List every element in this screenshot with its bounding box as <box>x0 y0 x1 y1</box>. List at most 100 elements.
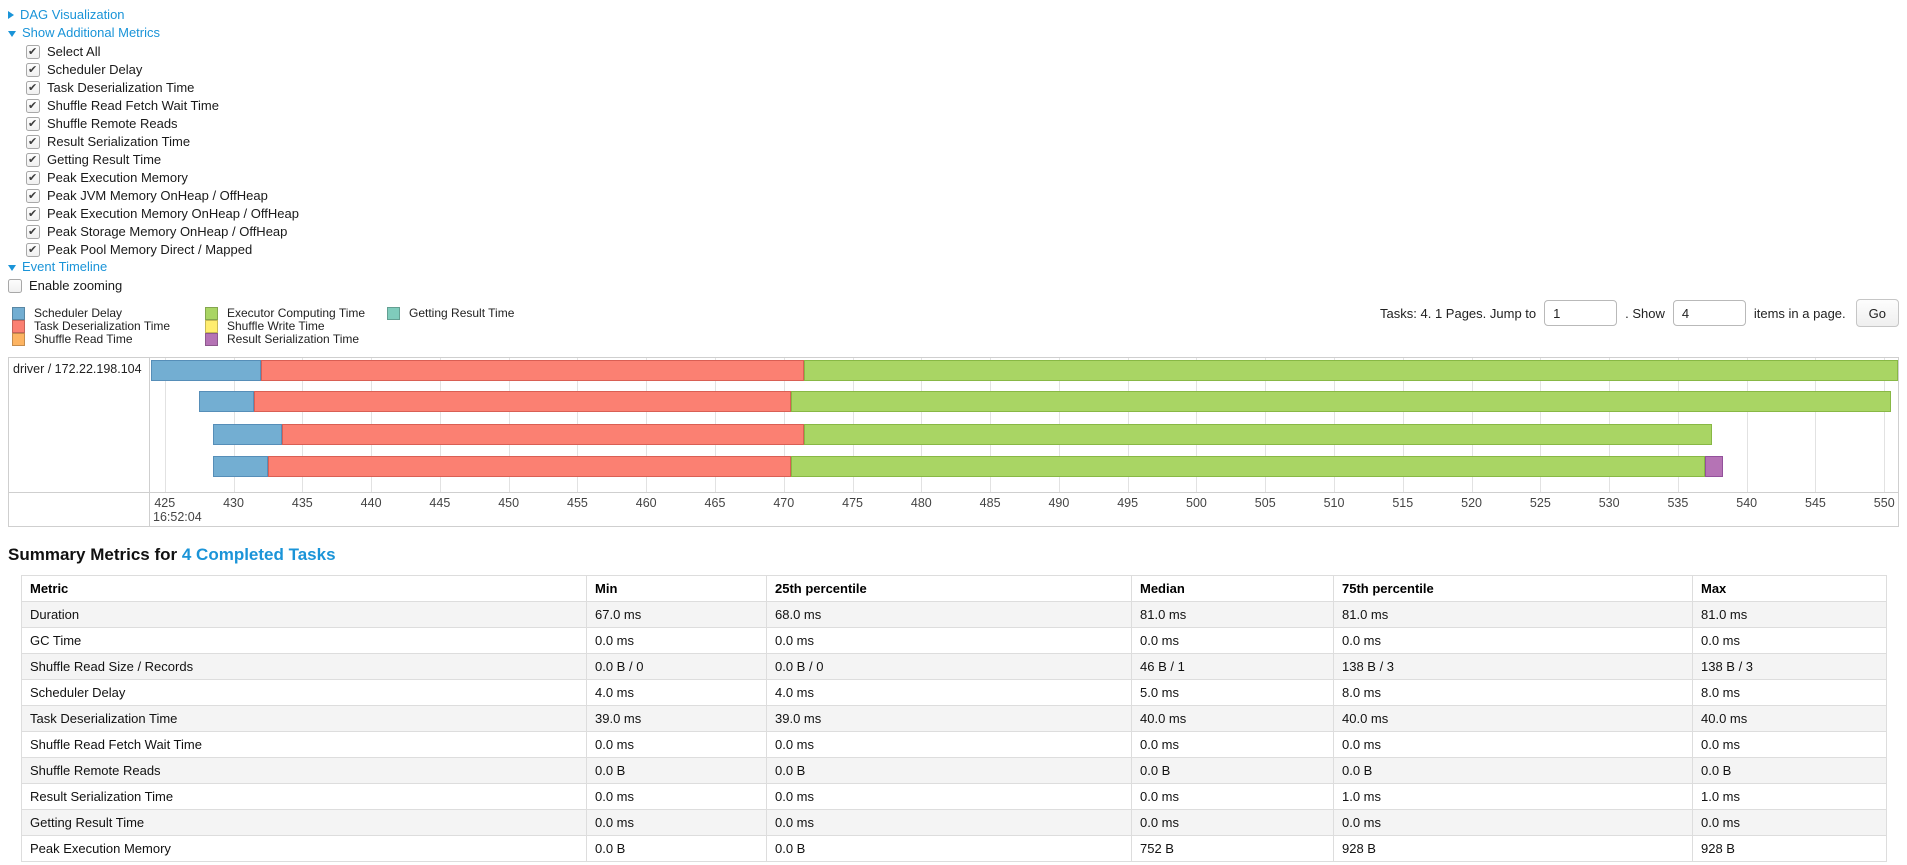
dag-visualization-toggle[interactable]: DAG Visualization <box>8 7 1907 22</box>
completed-tasks-link[interactable]: 4 Completed Tasks <box>181 545 336 564</box>
table-cell: 40.0 ms <box>1692 705 1887 732</box>
metric-checkbox[interactable] <box>26 43 40 61</box>
axis-tick-label: 465 <box>704 496 726 510</box>
expanded-arrow-icon <box>8 264 16 271</box>
table-cell: 0.0 B <box>1692 757 1887 784</box>
summary-metrics-title: Summary Metrics for 4 Completed Tasks <box>8 545 1907 565</box>
metric-checkbox-label: Peak JVM Memory OnHeap / OffHeap <box>47 188 268 203</box>
show-additional-metrics-toggle[interactable]: Show Additional Metrics <box>8 25 1907 40</box>
timeline-bar-segment[interactable] <box>151 360 262 381</box>
table-cell: Shuffle Read Fetch Wait Time <box>21 731 587 758</box>
legend-label: Executor Computing Time <box>227 306 366 320</box>
table-cell: 0.0 B / 0 <box>586 653 767 680</box>
timeline-bar-segment[interactable] <box>212 424 282 445</box>
timeline-task-row <box>151 391 1898 412</box>
metric-checkbox[interactable] <box>26 241 40 259</box>
jump-to-page-input[interactable] <box>1544 300 1618 326</box>
table-row: Getting Result Time 0.0 ms 0.0 ms 0.0 ms 0.0… <box>21 809 1887 836</box>
legend-item: Shuffle Read Time <box>12 332 133 346</box>
table-cell: 138 B / 3 <box>1692 653 1887 680</box>
table-cell: 0.0 ms <box>1333 627 1693 654</box>
event-timeline-chart: driver / 172.22.198.104 425 430 435 440 445 4… <box>8 357 1899 527</box>
timeline-bar-segment[interactable] <box>212 456 268 477</box>
axis-tick-label: 525 <box>1529 496 1551 510</box>
legend-swatch <box>205 306 218 320</box>
axis-tick-label: 445 <box>429 496 451 510</box>
table-cell: 0.0 ms <box>1692 731 1887 758</box>
event-timeline-link[interactable]: Event Timeline <box>22 259 108 274</box>
event-timeline-toggle[interactable]: Event Timeline <box>8 259 1907 274</box>
metric-checkbox[interactable] <box>26 151 40 169</box>
timeline-bar-segment[interactable] <box>790 456 1706 477</box>
timeline-gridline <box>1884 358 1886 492</box>
metric-checkbox[interactable] <box>26 61 40 79</box>
axis-tick-label: 535 <box>1667 496 1689 510</box>
table-cell: 40.0 ms <box>1131 705 1334 732</box>
axis-tick-label: 425 <box>154 496 176 510</box>
timeline-bar-segment[interactable] <box>254 391 791 412</box>
metric-checkbox-item: Shuffle Read Fetch Wait Time <box>26 97 1907 115</box>
axis-tick-label: 470 <box>773 496 795 510</box>
table-cell: 0.0 ms <box>766 731 1132 758</box>
table-cell: 0.0 B <box>586 835 767 862</box>
metric-checkbox-label: Peak Storage Memory OnHeap / OffHeap <box>47 224 288 239</box>
metric-checkbox[interactable] <box>26 79 40 97</box>
expanded-arrow-icon <box>8 30 16 37</box>
metric-checkbox-item: Peak Execution Memory OnHeap / OffHeap <box>26 205 1907 223</box>
metric-checkbox[interactable] <box>26 169 40 187</box>
table-cell: 0.0 ms <box>1131 783 1334 810</box>
metric-checkbox-item: Peak Execution Memory <box>26 169 1907 187</box>
executor-label-column: driver / 172.22.198.104 <box>9 358 150 526</box>
table-row: Result Serialization Time 0.0 ms 0.0 ms 0.0… <box>21 783 1887 810</box>
legend-item: Getting Result Time <box>387 306 514 320</box>
table-cell: 0.0 B <box>1333 757 1693 784</box>
table-header-cell: Max <box>1692 575 1887 602</box>
timeline-bar-segment[interactable] <box>804 360 1898 381</box>
table-cell: 68.0 ms <box>766 601 1132 628</box>
dag-visualization-link[interactable]: DAG Visualization <box>20 7 125 22</box>
pagination-show-text: . Show <box>1625 305 1665 321</box>
metric-checkbox-label: Shuffle Read Fetch Wait Time <box>47 98 219 113</box>
collapsed-arrow-icon <box>8 10 14 19</box>
timeline-bar-segment[interactable] <box>804 424 1713 445</box>
timeline-bar-segment[interactable] <box>790 391 1892 412</box>
table-cell: 0.0 ms <box>1692 809 1887 836</box>
table-cell: 0.0 B / 0 <box>766 653 1132 680</box>
table-cell: 46 B / 1 <box>1131 653 1334 680</box>
timeline-bar-segment[interactable] <box>267 456 791 477</box>
timeline-bar-segment[interactable] <box>261 360 805 381</box>
table-cell: Shuffle Read Size / Records <box>21 653 587 680</box>
timeline-bar-segment[interactable] <box>281 424 805 445</box>
timeline-bar-segment[interactable] <box>1705 456 1724 477</box>
go-button[interactable]: Go <box>1855 299 1899 327</box>
metric-checkbox[interactable] <box>26 205 40 223</box>
legend-item: Task Deserialization Time <box>12 319 170 333</box>
table-cell: 1.0 ms <box>1692 783 1887 810</box>
metric-checkbox[interactable] <box>26 97 40 115</box>
task-pagination: Tasks: 4. 1 Pages. Jump to . Show items … <box>1380 299 1899 327</box>
timeline-bar-segment[interactable] <box>199 391 255 412</box>
table-cell: 0.0 ms <box>1692 627 1887 654</box>
metric-checkbox[interactable] <box>26 187 40 205</box>
table-header-row: Metric Min 25th percentile Median 75th perce… <box>21 575 1887 602</box>
table-row: Peak Execution Memory 0.0 B 0.0 B 752 B 928 … <box>21 835 1887 862</box>
summary-title-text: Summary Metrics for <box>8 545 178 564</box>
enable-zooming-checkbox[interactable] <box>8 279 22 293</box>
pagination-suffix-text: items in a page. <box>1753 305 1846 321</box>
axis-tick-label: 545 <box>1805 496 1826 510</box>
table-cell: 0.0 B <box>586 757 767 784</box>
enable-zooming-label: Enable zooming <box>29 278 123 293</box>
metric-checkbox[interactable] <box>26 133 40 151</box>
metric-checkbox-item: Peak Storage Memory OnHeap / OffHeap <box>26 223 1907 241</box>
metric-checkbox[interactable] <box>26 115 40 133</box>
table-cell: 0.0 ms <box>1333 809 1693 836</box>
legend-label: Shuffle Write Time <box>227 319 325 333</box>
table-header-cell: Min <box>586 575 767 602</box>
axis-tick-label: 450 <box>498 496 520 510</box>
timeline-gridline <box>1746 358 1748 492</box>
items-per-page-input[interactable] <box>1672 300 1746 326</box>
metric-checkbox[interactable] <box>26 223 40 241</box>
show-additional-metrics-link[interactable]: Show Additional Metrics <box>22 25 161 40</box>
timeline-gridline <box>164 358 166 492</box>
